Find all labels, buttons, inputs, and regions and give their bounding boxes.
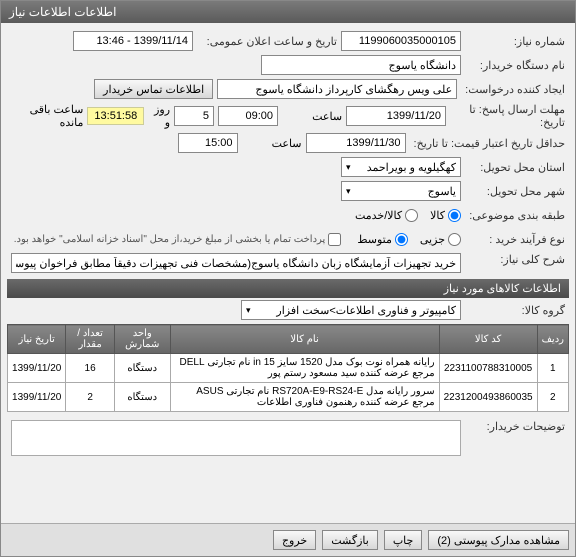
province-label: استان محل تحویل: — [465, 161, 565, 174]
city-label: شهر محل تحویل: — [465, 185, 565, 198]
desc-input[interactable] — [11, 253, 461, 273]
budget-radio-a[interactable]: کالا — [430, 209, 461, 222]
process-radio-b[interactable]: متوسط — [357, 233, 408, 246]
price-time-input[interactable] — [178, 133, 238, 153]
time-label-2: ساعت — [242, 137, 302, 150]
process-label: نوع فرآیند خرید : — [465, 233, 565, 246]
row-description: شرح کلی نیاز: — [7, 251, 569, 275]
exit-button[interactable]: خروج — [273, 530, 316, 550]
need-number-label: شماره نیاز: — [465, 35, 565, 48]
row-group: گروه کالا: کامپیوتر و فناوری اطلاعات>سخت… — [7, 298, 569, 322]
countdown-timer: 13:51:58 — [87, 107, 144, 125]
answer-time-input[interactable] — [218, 106, 278, 126]
payment-checkbox-input[interactable] — [328, 233, 341, 246]
row-creator: ایجاد کننده درخواست: اطلاعات تماس خریدار — [7, 77, 569, 101]
buyer-device-input[interactable] — [261, 55, 461, 75]
th-code: کد کالا — [439, 325, 537, 354]
city-select[interactable]: یاسوج — [341, 181, 461, 201]
row-process: نوع فرآیند خرید : جزیی متوسط پرداخت تمام… — [7, 227, 569, 251]
buyer-notes-label: توضیحات خریدار: — [465, 420, 565, 433]
goods-table-head: ردیف کد کالا نام کالا واحد شمارش تعداد /… — [8, 325, 569, 354]
contact-info-button[interactable]: اطلاعات تماس خریدار — [94, 79, 213, 99]
process-radio-a[interactable]: جزیی — [420, 233, 461, 246]
time-label-1: ساعت — [282, 110, 342, 123]
goods-table: ردیف کد کالا نام کالا واحد شمارش تعداد /… — [7, 324, 569, 412]
creator-input[interactable] — [217, 79, 457, 99]
row-buyer-notes: توضیحات خریدار: — [7, 418, 569, 458]
budget-radio-a-input[interactable] — [448, 209, 461, 222]
day-label: روز و — [148, 103, 170, 129]
attachments-button[interactable]: مشاهده مدارک پیوستی (2) — [428, 530, 569, 550]
th-qty: تعداد / مقدار — [66, 325, 115, 354]
announce-label: تاریخ و ساعت اعلان عمومی: — [197, 35, 337, 48]
row-buyer-device: نام دستگاه خریدار: — [7, 53, 569, 77]
creator-label: ایجاد کننده درخواست: — [461, 83, 565, 96]
buyer-device-label: نام دستگاه خریدار: — [465, 59, 565, 72]
group-select[interactable]: کامپیوتر و فناوری اطلاعات>سخت افزار — [241, 300, 461, 320]
group-label: گروه کالا: — [465, 304, 565, 317]
row-price-validity: حداقل تاریخ اعتبار قیمت: تا تاریخ: ساعت — [7, 131, 569, 155]
main-window: اطلاعات اطلاعات نیاز شماره نیاز: تاریخ و… — [0, 0, 576, 557]
th-date: تاریخ نیاز — [8, 325, 66, 354]
budget-label: طبقه بندی موضوعی: — [465, 209, 565, 222]
row-budget: طبقه بندی موضوعی: کالا کالا/خدمت — [7, 203, 569, 227]
window-title: اطلاعات اطلاعات نیاز — [9, 5, 116, 19]
answer-deadline-label: مهلت ارسال پاسخ: تا تاریخ: — [450, 103, 565, 129]
goods-section-header: اطلاعات کالاهای مورد نیاز — [7, 279, 569, 298]
price-validity-label: حداقل تاریخ اعتبار قیمت: تا تاریخ: — [410, 137, 565, 150]
remaining-label: ساعت باقی مانده — [11, 103, 83, 129]
answer-date-input[interactable] — [346, 106, 446, 126]
buyer-notes-box[interactable] — [11, 420, 461, 456]
need-number-input[interactable] — [341, 31, 461, 51]
th-name: نام کالا — [170, 325, 439, 354]
process-radio-b-input[interactable] — [395, 233, 408, 246]
payment-note: پرداخت تمام یا بخشی از مبلغ خرید،از محل … — [14, 234, 326, 245]
th-unit: واحد شمارش — [114, 325, 170, 354]
titlebar: اطلاعات اطلاعات نیاز — [1, 1, 575, 23]
days-input[interactable] — [174, 106, 214, 126]
desc-label: شرح کلی نیاز: — [465, 253, 565, 266]
content-area: شماره نیاز: تاریخ و ساعت اعلان عمومی: نا… — [1, 23, 575, 523]
province-select[interactable]: کهگیلویه و بویراحمد — [341, 157, 461, 177]
table-row[interactable]: 1 2231100788310005 رایانه همراه نوت بوک … — [8, 354, 569, 383]
row-province: استان محل تحویل: کهگیلویه و بویراحمد — [7, 155, 569, 179]
process-radio-a-input[interactable] — [448, 233, 461, 246]
th-row: ردیف — [537, 325, 568, 354]
budget-radio-b-input[interactable] — [405, 209, 418, 222]
budget-radio-b[interactable]: کالا/خدمت — [355, 209, 418, 222]
goods-table-body: 1 2231100788310005 رایانه همراه نوت بوک … — [8, 354, 569, 412]
process-radio-group: جزیی متوسط — [357, 233, 461, 246]
payment-checkbox[interactable]: پرداخت تمام یا بخشی از مبلغ خرید،از محل … — [14, 233, 342, 246]
budget-radio-group: کالا کالا/خدمت — [355, 209, 461, 222]
row-need-number: شماره نیاز: تاریخ و ساعت اعلان عمومی: — [7, 29, 569, 53]
price-date-input[interactable] — [306, 133, 406, 153]
row-city: شهر محل تحویل: یاسوج — [7, 179, 569, 203]
back-button[interactable]: بازگشت — [322, 530, 378, 550]
print-button[interactable]: چاپ — [384, 530, 423, 550]
row-answer-deadline: مهلت ارسال پاسخ: تا تاریخ: ساعت روز و 13… — [7, 101, 569, 131]
footer: مشاهده مدارک پیوستی (2) چاپ بازگشت خروج — [1, 523, 575, 556]
table-row[interactable]: 2 2231200493860035 سرور رایانه مدل RS720… — [8, 383, 569, 412]
announce-input[interactable] — [73, 31, 193, 51]
